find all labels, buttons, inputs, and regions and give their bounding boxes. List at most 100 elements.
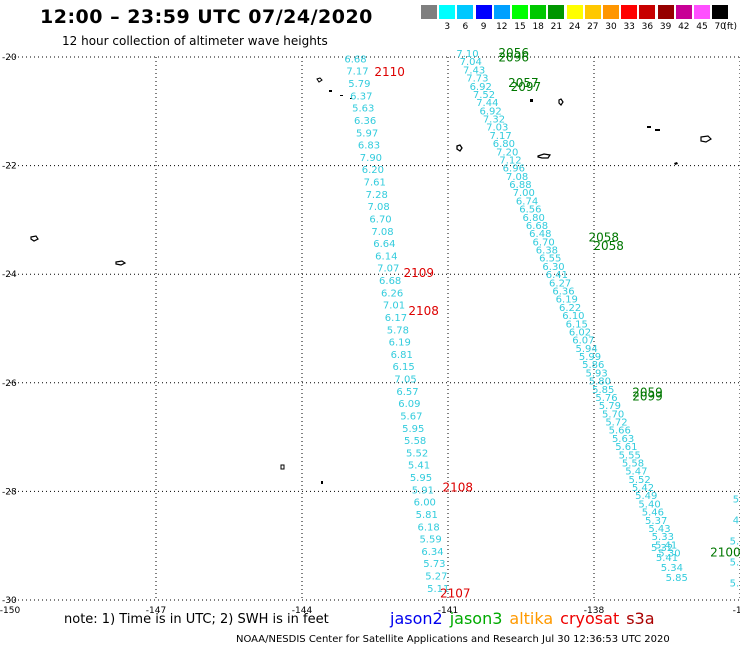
island-outline [530,99,533,102]
island-outline [340,95,343,96]
legend-swatch [603,5,619,19]
track2-value: 6.80 [523,213,545,224]
track1-value: 7.08 [371,227,393,238]
track1-value: 6.00 [414,498,436,509]
track2-value: 7.73 [466,74,488,85]
pass-label: 2057 [508,76,539,90]
track1-value: 5.67 [400,411,422,422]
track1-value: 5.52 [406,448,428,459]
track1-value: 6.15 [393,362,415,373]
legend-label: 70 [714,22,726,32]
y-tick-label: -22 [2,162,17,172]
track3-value: 5.3 [730,536,740,547]
track2-value: 6.92 [470,82,492,93]
track2-value: 5.42 [632,483,654,494]
chart-title: 12:00 – 23:59 UTC 07/24/2020 [40,6,373,28]
track1-value: 6.14 [375,251,397,262]
pass-label: 2059 [632,385,663,399]
x-tick-label: -147 [146,606,166,616]
track2-value: 7.00 [513,188,535,199]
legend-swatch [712,5,729,19]
track1-value: 5.63 [352,104,374,115]
track2-value: 6.56 [519,205,541,216]
satellite-name: cryosat [560,609,620,628]
track2-value: 6.22 [559,303,581,314]
pass-label: 2107 [440,586,471,600]
credit-line: NOAA/NESDIS Center for Satellite Applica… [236,634,670,645]
y-tick-label: -20 [2,53,17,63]
track1-value: 7.07 [377,264,399,275]
legend-swatch [566,5,583,19]
island-outline [30,235,39,242]
footer-note: note: 1) Time is in UTC; 2) SWH is in fe… [64,612,329,627]
track2-value: 7.10 [456,49,478,60]
y-tick-label: -28 [2,487,17,497]
chart-subtitle: 12 hour collection of altimeter wave hei… [62,34,328,48]
track2-value: 6.38 [536,246,558,257]
track2-value: 6.02 [569,327,591,338]
legend-label: 30 [605,22,617,32]
track2-end-value: 5.41 [656,553,678,564]
legend-label: 21 [550,22,563,32]
track2-value: 7.03 [486,123,508,134]
track2-value: 7.04 [460,57,482,68]
pass-label: 2108 [442,480,473,494]
island-outline [647,126,651,128]
track1-value: 5.97 [356,128,378,139]
satellite-name: s3a [626,609,655,628]
track2-value: 5.52 [629,475,651,486]
track1-value: 5.95 [410,473,432,484]
track2-value: 6.88 [509,180,531,191]
legend-label: 24 [568,22,581,32]
track2-value: 5.61 [615,442,637,453]
legend-swatch [457,5,474,19]
track2-value: 6.68 [526,221,548,232]
track2-value: 6.55 [539,254,561,265]
track1-value: 6.19 [389,338,411,349]
track1-value: 5.59 [419,535,441,546]
track2-value: 6.48 [529,229,551,240]
track1-value: 6.68 [344,54,366,65]
track2-value: 5.55 [619,450,641,461]
track1-value: 5.79 [348,79,370,90]
track2-value: 6.15 [566,319,588,330]
track2-value: 5.37 [645,516,667,527]
y-tick-label: -30 [2,596,17,606]
track2-value: 6.07 [572,336,594,347]
x-tick-label: -13 [733,606,740,616]
pass-label: 2100 [710,546,740,560]
track1-value: 6.81 [391,350,413,361]
island-outline [321,481,323,484]
track1-value: 6.17 [385,313,407,324]
track1-value: 5.58 [404,436,426,447]
island-outline [329,90,332,92]
track-values: 6.687.175.796.375.636.365.976.837.906.20… [344,49,740,595]
track2-value: 5.40 [638,499,660,510]
legend-label: 9 [480,22,487,32]
track2-value: 5.43 [648,524,670,535]
legend-swatch [548,5,565,19]
map-grid: -150 -147 -144 -141 -138 -13 -20 -22 -24 -26 -28 -3… [0,53,740,616]
legend-label: 36 [641,22,654,32]
track1-value: 6.36 [354,116,376,127]
legend-label: 15 [514,22,526,32]
track2-value: 5.41 [655,540,677,551]
track1-value: 5.95 [402,424,424,435]
legend-swatch [475,5,492,19]
track1-value: 6.83 [358,141,380,152]
pass-label: 2097 [511,80,542,94]
legend-label: 6 [462,22,469,32]
track3-value: 5.6 [730,557,740,568]
legend-unit: (ft) [723,22,737,32]
satellite-name: jason3 [449,609,503,628]
track2-value: 5.66 [609,426,631,437]
legend-label: 33 [623,22,635,32]
track2-value: 5.85 [592,385,614,396]
island-outline [700,135,712,143]
track2-value: 6.30 [542,262,564,273]
legend-swatch [512,5,528,19]
track1-value: 7.17 [346,67,368,78]
track1-value: 6.37 [350,91,372,102]
track2-value: 5.76 [595,393,617,404]
